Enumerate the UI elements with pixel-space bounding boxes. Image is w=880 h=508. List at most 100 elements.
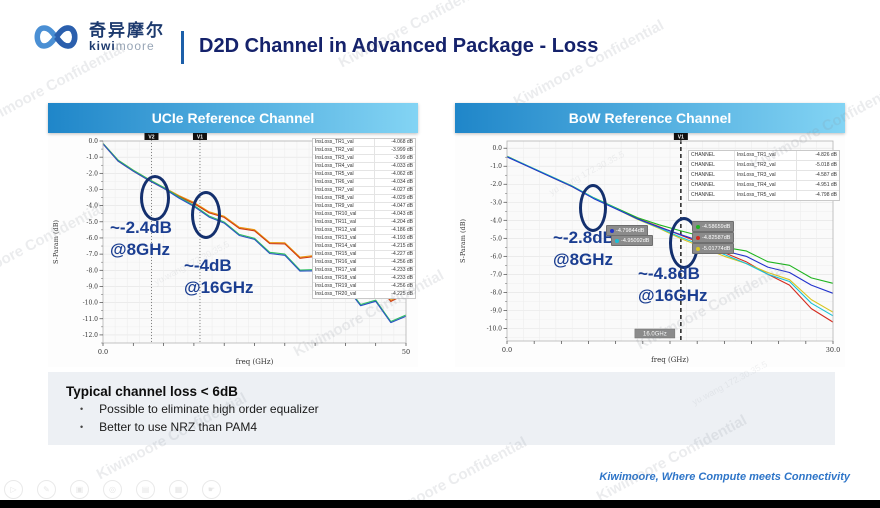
page-title: D2D Channel in Advanced Package - Loss [199,35,599,57]
svg-text:-4.0: -4.0 [86,203,98,210]
svg-text:-4.0: -4.0 [490,217,502,224]
ucie-annotation-8ghz: ~-2.4dB @8GHz [110,218,172,260]
table-row: InsLoss_TR8_val -4.029 dB [313,195,415,203]
svg-text:V2: V2 [148,134,154,140]
save-icon[interactable]: ▤ [136,480,155,499]
bow-annotation-8ghz: ~-2.8dB @8GHz [553,228,615,270]
table-row: CHANNEL InsLoss_TR1_val -4.826 dB [689,151,839,161]
bottom-bar [0,500,880,508]
svg-text:-9.0: -9.0 [86,283,98,290]
table-row: InsLoss_TR3_val -3.99 dB [313,155,415,163]
svg-text:-8.0: -8.0 [490,289,502,296]
svg-text:0.0: 0.0 [98,348,108,356]
title-divider [181,31,184,64]
ucie-chart-region: V2 V1 -12.0 -11.0 -10.0 -9.0 -8.0 -7.0 -6.0 -5.0 -… [48,133,418,367]
logo-chinese-text: 奇异摩尔 [89,20,165,40]
bow-chart-region: V1 16.0GHz -10.0 -9.0 -8.0 -7.0 -6.0 -5.0 -4.0 -3… [455,133,845,367]
notes-title: Typical channel loss < 6dB [66,384,238,399]
copy-icon[interactable]: ▣ [70,480,89,499]
search-icon[interactable]: ◎ [103,480,122,499]
table-row: CHANNEL InsLoss_TR2_val -5.018 dB [689,161,839,171]
table-row: InsLoss_TR6_val -4.034 dB [313,179,415,187]
svg-text:50: 50 [402,348,410,356]
svg-text:-8.0: -8.0 [86,267,98,274]
svg-text:-2.0: -2.0 [86,170,98,177]
play-icon[interactable]: ▷ [4,480,23,499]
svg-text:freq (GHz): freq (GHz) [651,356,689,364]
highlight-ellipse-8ghz [579,184,607,232]
table-row: InsLoss_TR15_val -4.227 dB [313,251,415,259]
svg-text:-6.0: -6.0 [86,235,98,242]
table-row: InsLoss_TR18_val -4.233 dB [313,275,415,283]
svg-text:16.0GHz: 16.0GHz [643,332,667,338]
notes-box: Typical channel loss < 6dB • Possible to … [48,372,835,445]
svg-text:-2.0: -2.0 [490,181,502,188]
bow-channel-table: CHANNEL InsLoss_TR1_val -4.826 dB CHANNEL In… [688,150,840,201]
image-icon[interactable]: ▦ [169,480,188,499]
svg-text:-6.0: -6.0 [490,253,502,260]
table-row: InsLoss_TR16_val -4.256 dB [313,259,415,267]
logo-english-text: kiwimoore [89,38,155,53]
list-item: • Better to use NRZ than PAM4 [80,420,258,434]
table-row: CHANNEL InsLoss_TR3_val -4.587 dB [689,171,839,181]
table-row: InsLoss_TR14_val -4.215 dB [313,243,415,251]
svg-text:-7.0: -7.0 [86,251,98,258]
infinity-logo-icon [34,25,78,49]
svg-text:-1.0: -1.0 [490,163,502,170]
svg-text:V1: V1 [197,134,203,140]
highlight-ellipse-16ghz [191,191,221,239]
viewer-toolbar: ▷ ✎ ▣ ◎ ▤ ▦ ☛ [4,480,221,499]
edit-icon[interactable]: ✎ [37,480,56,499]
watermark-text: Kiwimoore Confidential [510,16,667,111]
bullet-icon: • [80,404,84,414]
svg-text:-10.0: -10.0 [487,325,503,332]
highlight-ellipse-8ghz [140,175,170,221]
footer-tagline: Kiwimoore, Where Compute meets Connectiv… [599,471,850,483]
table-row: CHANNEL InsLoss_TR4_val -4.951 dB [689,181,839,191]
svg-text:0.0: 0.0 [492,145,502,152]
svg-text:-5.0: -5.0 [86,219,98,226]
svg-text:-10.0: -10.0 [83,300,99,307]
table-row: InsLoss_TR9_val -4.047 dB [313,203,415,211]
table-row: InsLoss_TR13_val -4.193 dB [313,235,415,243]
notes-list: • Possible to eliminate high order equali… [48,402,835,435]
svg-text:S-Param (dB): S-Param (dB) [52,220,60,265]
svg-text:30.0: 30.0 [826,346,840,354]
kiwimoore-logo: 奇异摩尔 kiwimoore [30,20,165,54]
table-row: InsLoss_TR19_val -4.256 dB [313,283,415,291]
bow-panel-header: BoW Reference Channel [455,103,845,133]
table-row: InsLoss_TR20_val -4.225 dB [315,291,413,298]
table-row: InsLoss_TR2_val -3.999 dB [313,147,415,155]
table-row: InsLoss_TR11_val -4.204 dB [313,219,415,227]
svg-text:-5.0: -5.0 [490,235,502,242]
bullet-icon: • [80,422,84,432]
svg-text:-1.0: -1.0 [86,154,98,161]
table-row: CHANNEL InsLoss_TR5_val -4.798 dB [691,191,837,200]
ucie-panel-title: UCIe Reference Channel [151,110,315,126]
highlight-ellipse-16ghz [669,217,699,269]
table-row: InsLoss_TR7_val -4.027 dB [313,187,415,195]
table-row: InsLoss_TR12_val -4.186 dB [313,227,415,235]
svg-text:freq (GHz): freq (GHz) [236,358,274,366]
svg-text:-3.0: -3.0 [86,186,98,193]
svg-text:S-Param (dB): S-Param (dB) [459,219,467,264]
svg-text:0.0: 0.0 [88,138,98,145]
bow-annotation-16ghz: ~-4.8dB @16GHz [638,264,708,306]
svg-text:-12.0: -12.0 [83,332,99,339]
svg-text:-9.0: -9.0 [490,307,502,314]
svg-text:-3.0: -3.0 [490,199,502,206]
table-row: InsLoss_TR5_val -4.062 dB [313,171,415,179]
svg-text:0.0: 0.0 [502,346,512,354]
table-row: InsLoss_TR4_val -4.033 dB [313,163,415,171]
ucie-panel-header: UCIe Reference Channel [48,103,418,133]
svg-text:-7.0: -7.0 [490,271,502,278]
list-item: • Possible to eliminate high order equali… [80,402,319,416]
hand-icon[interactable]: ☛ [202,480,221,499]
svg-text:V1: V1 [678,134,684,140]
table-row: InsLoss_TR1_val -4.068 dB [313,139,415,147]
svg-text:-11.0: -11.0 [83,316,99,323]
ucie-legend-table: InsLoss_TR1_val -4.068 dB InsLoss_TR2_val -… [312,138,416,299]
table-row: InsLoss_TR10_val -4.043 dB [313,211,415,219]
ucie-annotation-16ghz: ~-4dB @16GHz [184,256,254,298]
